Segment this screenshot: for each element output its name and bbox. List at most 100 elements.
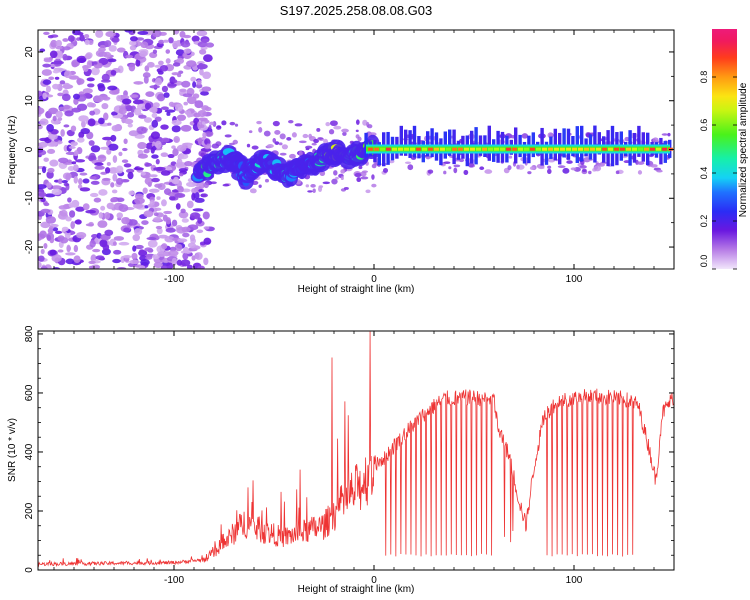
noise-speckle	[161, 85, 169, 93]
sparse-speckle	[335, 176, 339, 180]
sparse-speckle	[291, 132, 297, 138]
noise-speckle	[133, 203, 144, 209]
spectrogram-noise-speckles	[38, 30, 215, 269]
carrier-core	[506, 147, 511, 151]
noise-speckle	[149, 174, 158, 178]
noise-speckle	[65, 151, 76, 155]
noise-speckle	[192, 208, 204, 212]
sparse-speckle	[371, 183, 377, 188]
carrier-halo	[412, 125, 417, 158]
noise-speckle	[171, 125, 181, 133]
noise-speckle	[38, 107, 45, 115]
noise-speckle	[61, 93, 71, 102]
noise-speckle	[151, 112, 158, 118]
noise-speckle	[149, 85, 160, 89]
noise-speckle	[39, 48, 46, 53]
colorbar-tick-label: 0.2	[699, 215, 709, 228]
sparse-speckle	[547, 168, 552, 175]
noise-speckle	[87, 118, 96, 127]
carrier-core	[560, 147, 565, 151]
snr-x-tick-label: 0	[371, 575, 377, 586]
carrier-core	[404, 147, 409, 151]
noise-speckle	[93, 61, 98, 65]
noise-speckle	[79, 187, 91, 192]
carrier-core	[638, 147, 643, 151]
sparse-speckle	[360, 176, 369, 180]
noise-speckle	[63, 104, 71, 110]
noise-speckle	[164, 109, 176, 113]
noise-speckle	[52, 227, 59, 232]
noise-speckle	[125, 168, 135, 174]
carrier-core	[590, 147, 595, 151]
noise-speckle	[68, 210, 76, 218]
carrier-halo	[580, 125, 584, 162]
noise-speckle	[65, 252, 76, 256]
carrier-core	[470, 147, 475, 151]
noise-speckle	[38, 184, 47, 190]
carrier-core	[488, 147, 493, 151]
carrier-core	[482, 147, 487, 151]
noise-speckle	[133, 228, 143, 236]
sparse-speckle	[382, 167, 389, 173]
noise-speckle	[140, 171, 146, 176]
noise-speckle	[105, 31, 116, 38]
noise-speckle	[107, 58, 117, 63]
noise-speckle	[132, 234, 140, 242]
noise-speckle	[86, 102, 95, 108]
noise-speckle	[73, 150, 79, 157]
noise-speckle	[176, 114, 187, 121]
noise-speckle	[201, 193, 208, 198]
noise-speckle	[123, 227, 130, 233]
noise-speckle	[71, 61, 79, 68]
noise-speckle	[55, 45, 63, 50]
noise-speckle	[111, 111, 118, 116]
sparse-speckle	[258, 127, 263, 133]
carrier-core	[626, 147, 631, 151]
noise-speckle	[133, 81, 144, 85]
sparse-speckle	[294, 123, 303, 127]
noise-speckle	[60, 129, 65, 137]
sparse-speckle	[355, 129, 359, 133]
carrier-core	[458, 147, 463, 151]
noise-speckle	[166, 262, 174, 269]
sparse-speckle	[656, 169, 663, 173]
noise-speckle	[165, 49, 171, 54]
noise-speckle	[106, 202, 115, 210]
noise-speckle	[194, 252, 203, 260]
noise-speckle	[115, 165, 124, 174]
noise-speckle	[136, 103, 147, 110]
sparse-speckle	[328, 129, 335, 135]
noise-speckle	[120, 95, 130, 100]
noise-speckle	[175, 49, 185, 56]
noise-speckle	[108, 143, 119, 151]
noise-speckle	[180, 208, 186, 214]
noise-speckle	[64, 110, 74, 117]
carrier-core	[620, 147, 625, 151]
noise-speckle	[40, 266, 48, 269]
noise-speckle	[192, 81, 197, 88]
noise-speckle	[128, 190, 135, 196]
noise-speckle	[147, 239, 158, 248]
noise-speckle	[139, 265, 146, 269]
noise-speckle	[134, 197, 145, 205]
noise-speckle	[70, 221, 76, 230]
sparse-speckle	[340, 176, 344, 181]
noise-speckle	[103, 112, 109, 121]
noise-speckle	[125, 54, 134, 59]
carrier-core	[380, 147, 385, 151]
noise-speckle	[137, 153, 148, 159]
carrier-core	[512, 147, 517, 151]
noise-speckle	[85, 209, 96, 214]
noise-speckle	[100, 205, 106, 211]
sparse-speckle	[316, 127, 321, 132]
noise-speckle	[38, 255, 45, 262]
carrier-core	[644, 147, 649, 151]
noise-speckle	[191, 35, 200, 43]
noise-speckle	[99, 44, 106, 48]
noise-speckle	[171, 119, 182, 126]
sparse-speckle	[322, 181, 330, 185]
noise-speckle	[196, 229, 204, 234]
noise-speckle	[142, 72, 151, 79]
noise-speckle	[112, 155, 118, 163]
noise-speckle	[76, 78, 85, 85]
